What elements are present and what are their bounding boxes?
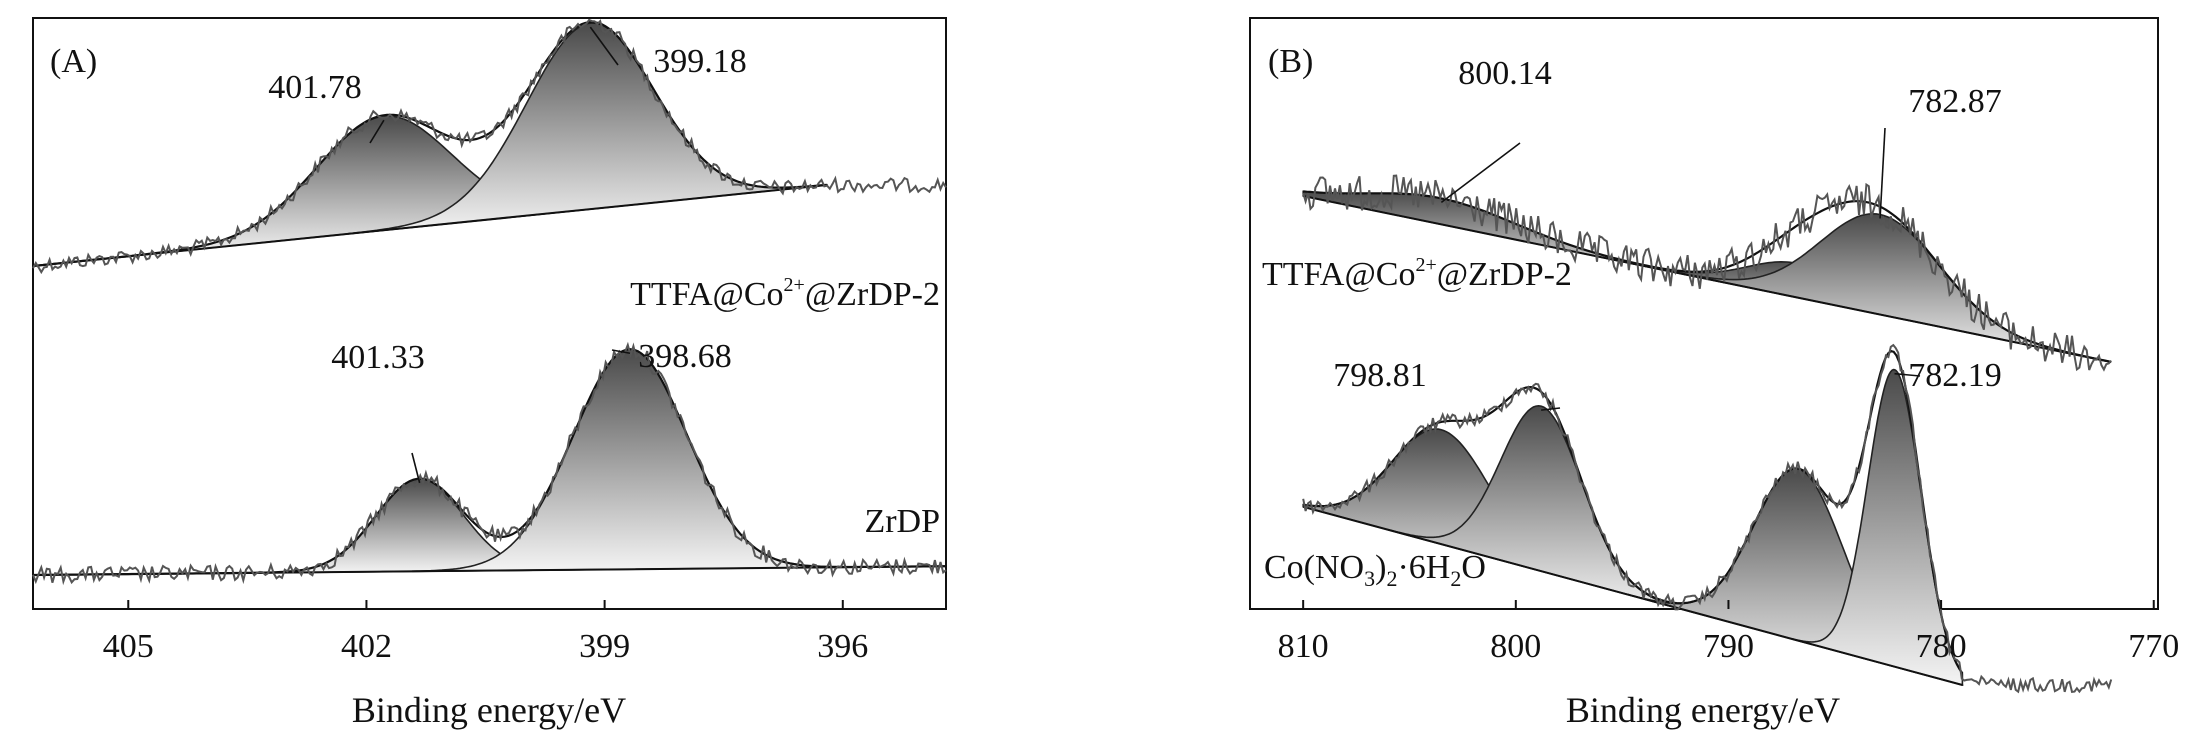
x-tick-label: 402 [341, 628, 392, 665]
peak-leader-line [369, 119, 385, 144]
peak-leader-line [1541, 407, 1561, 411]
panel-b-label: (B) [1268, 43, 1313, 80]
peak-leader-line [589, 26, 619, 66]
x-tick-label: 405 [103, 628, 154, 665]
panel-b-spectrum-1-name: TTFA@Co2+@ZrDP-2 [1262, 254, 1572, 293]
x-tick-label: 780 [1916, 628, 1967, 665]
peak-label: 798.81 [1333, 357, 1427, 394]
fitted-peak [1653, 212, 2108, 362]
panel-b: 800.14 782.87 798.81 782.19 (B) TTFA@Co2+@Z… [1249, 17, 2179, 730]
fit-envelope [33, 348, 946, 577]
panel-a-frame [32, 17, 947, 610]
peak-label: 399.18 [653, 43, 747, 80]
x-tick-label: 800 [1490, 628, 1541, 665]
raw-spectrum [1302, 174, 2112, 372]
peak-label: 800.14 [1458, 55, 1552, 92]
peak-leader-line [1894, 372, 1921, 377]
x-tick-label: 396 [817, 628, 868, 665]
x-tick-label: 399 [579, 628, 630, 665]
peak-label: 401.78 [268, 69, 362, 106]
raw-spectrum [32, 341, 947, 586]
peak-leader-line [611, 349, 631, 355]
panel-b-spectrum-2-name: Co(NO3)2·6H2O [1264, 549, 1486, 591]
panel-a-spectrum-2-name: ZrDP [864, 503, 940, 540]
panel-b-x-ticks: 810 800 790 780 770 [1278, 600, 2179, 665]
panel-a-plot: 401.78 399.18 401.33 398.68 [32, 18, 947, 586]
panel-a-label: (A) [50, 43, 97, 80]
x-tick-label: 770 [2128, 628, 2179, 665]
peak-label: 782.19 [1908, 357, 2002, 394]
x-tick-label: 790 [1703, 628, 1754, 665]
panel-a-x-ticks: 405 402 399 396 [103, 600, 868, 665]
peak-label: 782.87 [1908, 83, 2002, 120]
peak-label: 398.68 [638, 338, 732, 375]
panel-a-spectrum-1-name: TTFA@Co2+@ZrDP-2 [630, 274, 940, 313]
panel-b-x-axis-label: Binding energy/eV [1566, 690, 1840, 730]
peak-leader-line [1440, 142, 1521, 204]
raw-spectrum [32, 18, 947, 275]
peak-leader-line [411, 452, 421, 484]
x-tick-label: 810 [1278, 628, 1329, 665]
raw-spectrum [1302, 343, 2113, 694]
peak-label: 401.33 [331, 339, 425, 376]
baseline [1302, 505, 1963, 686]
panel-a: 401.78 399.18 401.33 398.68 (A) TTFA@Co2+@Z… [32, 17, 947, 730]
peak-leader-line [1879, 127, 1886, 219]
panel-b-plot: 800.14 782.87 798.81 782.19 [1302, 55, 2113, 694]
panel-a-x-axis-label: Binding energy/eV [352, 690, 626, 730]
